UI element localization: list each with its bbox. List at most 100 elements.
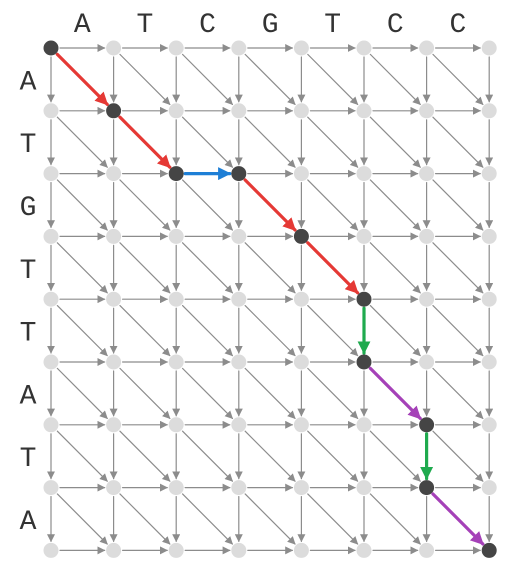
top-sequence-letter: C xyxy=(449,10,466,41)
grid-node xyxy=(356,40,372,56)
left-sequence-letter: G xyxy=(20,193,37,224)
grid-node xyxy=(356,166,372,182)
grid-edge-diagonal xyxy=(432,304,484,357)
grid-node xyxy=(231,480,247,496)
grid-node xyxy=(419,542,435,558)
grid-edge-diagonal xyxy=(432,242,484,294)
grid-edge-diagonal xyxy=(119,179,171,231)
top-sequence-letter: G xyxy=(262,10,279,41)
grid-node xyxy=(231,542,247,558)
grid-node xyxy=(168,228,184,244)
top-sequence-letter: A xyxy=(74,10,91,41)
top-sequence-letter: C xyxy=(199,10,216,41)
grid-edge-diagonal xyxy=(244,304,296,357)
grid-node xyxy=(293,417,309,433)
grid-node xyxy=(293,40,309,56)
grid-edge-diagonal xyxy=(307,53,359,106)
path-edge-diagonal-match xyxy=(306,241,360,295)
grid-node xyxy=(43,480,59,496)
grid-node xyxy=(43,354,59,370)
grid-node xyxy=(293,354,309,370)
grid-edge-diagonal xyxy=(56,304,108,357)
grid-edges xyxy=(47,44,494,555)
grid-node xyxy=(106,417,122,433)
grid-edge-diagonal xyxy=(56,179,108,231)
grid-edge-diagonal xyxy=(307,367,359,420)
grid-node xyxy=(106,291,122,307)
path-node xyxy=(356,291,372,307)
grid-edge-diagonal xyxy=(369,304,421,357)
path-edge-diagonal-mismatch xyxy=(368,366,422,421)
grid-edge-diagonal xyxy=(181,367,234,420)
grid-node xyxy=(168,291,184,307)
grid-node xyxy=(356,480,372,496)
grid-node xyxy=(231,354,247,370)
grid-node xyxy=(168,417,184,433)
grid-edge-diagonal xyxy=(369,116,421,168)
left-sequence-letter: A xyxy=(20,507,37,538)
grid-node xyxy=(481,40,497,56)
grid-edge-diagonal xyxy=(432,430,484,482)
top-sequence-letter: C xyxy=(387,10,404,41)
grid-node xyxy=(43,291,59,307)
grid-edge-diagonal xyxy=(369,430,421,482)
grid-edge-diagonal xyxy=(119,53,171,106)
grid-node xyxy=(293,166,309,182)
path-edge-diagonal-match xyxy=(243,178,297,232)
path-edge-diagonal-match xyxy=(118,115,172,169)
grid-node xyxy=(481,354,497,370)
grid-node xyxy=(106,166,122,182)
path-node xyxy=(231,166,247,182)
alignment-path-edges xyxy=(55,52,485,546)
grid-node xyxy=(106,542,122,558)
grid-edge-diagonal xyxy=(181,304,234,357)
grid-node xyxy=(419,40,435,56)
grid-edge-diagonal xyxy=(56,493,108,545)
path-node xyxy=(43,40,59,56)
grid-node xyxy=(168,354,184,370)
grid-edge-diagonal xyxy=(119,430,171,482)
grid-node xyxy=(168,40,184,56)
grid-node xyxy=(356,542,372,558)
grid-edge-diagonal xyxy=(181,53,234,106)
grid-edge-diagonal xyxy=(119,242,171,294)
left-sequence-letter: A xyxy=(20,381,37,412)
path-edge-diagonal-mismatch xyxy=(431,492,485,546)
grid-node xyxy=(168,542,184,558)
grid-node xyxy=(419,103,435,119)
grid-edge-diagonal xyxy=(244,430,296,482)
grid-edge-diagonal xyxy=(181,179,234,231)
grid-node xyxy=(293,480,309,496)
grid-edge-diagonal xyxy=(181,430,234,482)
grid-node xyxy=(106,354,122,370)
grid-node xyxy=(419,354,435,370)
grid-node xyxy=(481,417,497,433)
grid-node xyxy=(43,542,59,558)
top-sequence-letter: T xyxy=(324,10,341,41)
path-node xyxy=(106,103,122,119)
path-node xyxy=(419,417,435,433)
grid-node xyxy=(106,40,122,56)
path-node xyxy=(356,354,372,370)
grid-edge-diagonal xyxy=(244,493,296,545)
grid-edge-diagonal xyxy=(432,53,484,106)
grid-edge-diagonal xyxy=(307,304,359,357)
grid-node xyxy=(481,103,497,119)
grid-edge-diagonal xyxy=(369,242,421,294)
grid-edge-diagonal xyxy=(244,53,296,106)
grid-edge-diagonal xyxy=(369,53,421,106)
grid-edge-diagonal xyxy=(119,304,171,357)
left-sequence-letter: T xyxy=(20,130,37,161)
grid-node xyxy=(356,228,372,244)
grid-node xyxy=(231,228,247,244)
grid-node xyxy=(419,228,435,244)
grid-edge-diagonal xyxy=(307,493,359,545)
grid-edge-diagonal xyxy=(307,430,359,482)
path-node xyxy=(293,228,309,244)
grid-edge-diagonal xyxy=(56,242,108,294)
grid-node xyxy=(481,228,497,244)
grid-node xyxy=(43,417,59,433)
path-node xyxy=(168,166,184,182)
